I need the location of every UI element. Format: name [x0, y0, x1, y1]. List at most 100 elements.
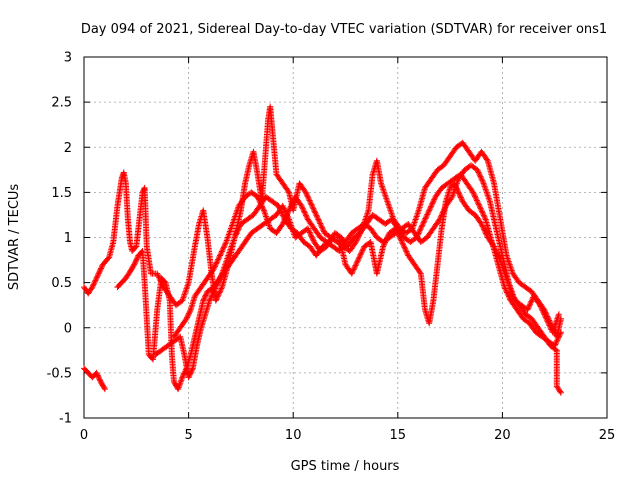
- data-point: [357, 251, 364, 258]
- data-point: [96, 269, 103, 276]
- x-tick-label: 10: [285, 428, 302, 443]
- data-point: [90, 281, 97, 288]
- y-tick-label: 0.5: [51, 276, 72, 291]
- data-point: [355, 257, 362, 264]
- data-point: [419, 220, 426, 227]
- data-point: [308, 201, 315, 208]
- data-point: [101, 386, 108, 393]
- data-point: [299, 204, 306, 211]
- data-point: [353, 261, 360, 268]
- data-point: [507, 264, 514, 271]
- data-point: [309, 204, 316, 211]
- data-point: [227, 225, 234, 232]
- data-point: [88, 285, 95, 292]
- data-point: [353, 259, 360, 266]
- data-point: [507, 263, 514, 270]
- x-tick-label: 25: [599, 428, 616, 443]
- data-point: [379, 183, 386, 190]
- data-point: [91, 278, 98, 285]
- data-point: [474, 166, 481, 173]
- data-point: [479, 209, 486, 216]
- data-point: [98, 265, 105, 272]
- data-point: [356, 253, 363, 260]
- data-point: [132, 258, 139, 265]
- data-point: [349, 269, 356, 276]
- data-point: [317, 221, 324, 228]
- data-point: [459, 197, 466, 204]
- data-point: [358, 248, 365, 255]
- data-point: [378, 181, 385, 188]
- data-point: [358, 250, 365, 257]
- data-point: [231, 234, 238, 241]
- data-point: [214, 281, 221, 288]
- data-point: [212, 285, 219, 292]
- data-point: [187, 369, 194, 376]
- data-point: [423, 212, 430, 219]
- data-point: [232, 231, 239, 238]
- data-point: [185, 374, 192, 381]
- data-point: [306, 228, 313, 235]
- data-point: [482, 215, 489, 222]
- y-tick-label: -1: [59, 412, 72, 427]
- data-point: [89, 284, 96, 291]
- data-point: [314, 213, 321, 220]
- data-point: [306, 229, 313, 236]
- data-point: [307, 200, 314, 207]
- data-point: [232, 213, 239, 220]
- data-point: [235, 226, 242, 233]
- data-point: [438, 212, 445, 219]
- data-point: [307, 230, 314, 237]
- data-point: [506, 294, 513, 301]
- data-point: [262, 211, 269, 218]
- data-point: [476, 172, 483, 179]
- data-point: [275, 202, 282, 209]
- data-point: [378, 180, 385, 187]
- data-point: [154, 270, 161, 277]
- data-point: [413, 214, 420, 221]
- data-point: [540, 308, 547, 315]
- data-point: [301, 209, 308, 216]
- data-point: [228, 223, 235, 230]
- data-point: [96, 268, 103, 275]
- data-point: [218, 285, 225, 292]
- y-tick-label: 0: [64, 321, 72, 336]
- data-point: [538, 304, 545, 311]
- data-point: [348, 270, 355, 277]
- data-point: [94, 372, 101, 379]
- data-point: [260, 206, 267, 213]
- data-point: [477, 204, 484, 211]
- data-point: [207, 296, 214, 303]
- data-point: [382, 193, 389, 200]
- data-point: [315, 216, 322, 223]
- data-point: [484, 192, 491, 199]
- data-point: [154, 271, 161, 278]
- data-point: [175, 386, 182, 393]
- data-point: [230, 239, 237, 246]
- data-point: [310, 206, 317, 213]
- data-point: [302, 212, 309, 219]
- data-point: [187, 370, 194, 377]
- data-point: [545, 321, 552, 328]
- data-point: [502, 285, 509, 292]
- data-point: [419, 222, 426, 229]
- data-point: [214, 280, 221, 287]
- data-point: [236, 223, 243, 230]
- data-point: [423, 214, 430, 221]
- data-point: [298, 202, 305, 209]
- data-point: [184, 314, 191, 321]
- data-point: [418, 225, 425, 232]
- data-point: [184, 284, 191, 291]
- data-point: [211, 263, 218, 270]
- data-point: [475, 200, 482, 207]
- data-point: [276, 205, 283, 212]
- data-point: [278, 209, 285, 216]
- data-point: [94, 371, 101, 378]
- data-point: [134, 255, 141, 262]
- data-point: [403, 248, 410, 255]
- data-point: [414, 211, 421, 218]
- data-point: [215, 277, 222, 284]
- data-point: [285, 188, 292, 195]
- data-point: [528, 298, 535, 305]
- data-point: [95, 270, 102, 277]
- data-point: [207, 294, 214, 301]
